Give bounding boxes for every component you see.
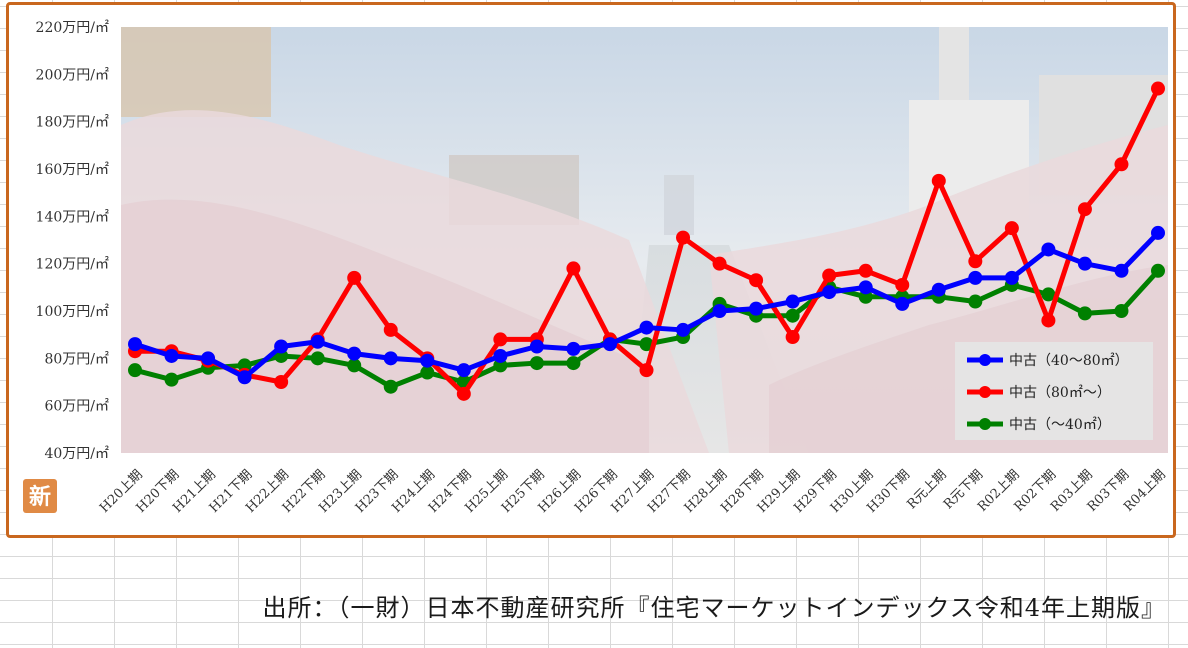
legend-label: 中古（80㎡～） — [1009, 385, 1111, 401]
series-0 — [128, 225, 1165, 385]
data-point — [931, 282, 946, 297]
data-point — [310, 334, 325, 349]
data-point — [347, 270, 362, 285]
data-point — [237, 370, 252, 385]
data-point — [529, 356, 544, 371]
data-point — [602, 337, 617, 352]
data-point — [1041, 287, 1056, 302]
data-point — [420, 365, 435, 380]
x-axis: H20上期H20下期H21上期H21下期H22上期H22下期H23上期H23下期… — [97, 467, 1169, 516]
y-tick-label: 100万円/㎡ — [36, 304, 109, 320]
data-point — [493, 348, 508, 363]
legend-label: 中古（40～80㎡） — [1009, 353, 1129, 369]
data-point — [274, 375, 289, 389]
data-point — [1151, 225, 1165, 240]
y-axis: 220万円/㎡ 200万円/㎡ 180万円/㎡ 160万円/㎡ 140万円/㎡ 120万円… — [36, 20, 109, 462]
data-point — [968, 294, 983, 309]
data-point — [639, 363, 654, 378]
data-point — [895, 296, 910, 311]
data-point — [420, 353, 435, 368]
legend-swatch-marker — [979, 354, 991, 366]
data-point — [1041, 242, 1056, 257]
chart-legend: 中古（40～80㎡） 中古（80㎡～） 中古（～40㎡） — [955, 342, 1153, 440]
y-tick-label: 200万円/㎡ — [36, 67, 109, 83]
new-badge-label: 新 — [29, 484, 51, 510]
data-point — [493, 332, 508, 347]
data-point — [858, 263, 873, 278]
data-point — [822, 268, 837, 283]
y-tick-label: 160万円/㎡ — [36, 162, 109, 178]
data-point — [201, 351, 216, 366]
data-point — [749, 301, 764, 316]
data-point — [310, 351, 325, 366]
data-point — [1151, 263, 1165, 278]
data-point — [566, 356, 581, 371]
data-point — [1151, 81, 1165, 96]
data-point — [164, 348, 179, 363]
data-point — [456, 386, 471, 401]
data-point — [1114, 263, 1129, 278]
data-point — [566, 341, 581, 356]
data-point — [1004, 221, 1019, 236]
data-point — [529, 339, 544, 354]
y-tick-label: 60万円/㎡ — [44, 399, 109, 415]
data-point — [347, 346, 362, 361]
data-point — [383, 351, 398, 366]
source-note: 出所：（一財）日本不動産研究所『住宅マーケットインデックス令和4年上期版』 — [262, 594, 1166, 622]
data-point — [347, 358, 362, 373]
data-point — [1004, 270, 1019, 285]
data-point — [566, 261, 581, 276]
legend-swatch-marker — [979, 386, 991, 398]
data-point — [785, 308, 800, 323]
data-point — [968, 254, 983, 269]
y-tick-label: 140万円/㎡ — [36, 209, 109, 225]
new-badge: 新 — [23, 479, 57, 513]
y-tick-label: 80万円/㎡ — [44, 351, 109, 367]
y-tick-label: 40万円/㎡ — [44, 446, 109, 462]
y-tick-label: 220万円/㎡ — [36, 20, 109, 36]
data-point — [1077, 256, 1092, 271]
data-point — [639, 337, 654, 352]
data-point — [712, 304, 727, 318]
data-point — [1114, 157, 1129, 172]
data-point — [968, 270, 983, 285]
data-point — [676, 322, 691, 337]
x-tick-label: R元上期 — [905, 467, 950, 512]
data-point — [785, 294, 800, 309]
y-tick-label: 120万円/㎡ — [36, 257, 109, 273]
data-point — [274, 339, 289, 354]
data-point — [164, 372, 179, 387]
data-point — [712, 256, 727, 271]
data-point — [1041, 313, 1056, 328]
data-point — [456, 363, 471, 378]
data-point — [785, 330, 800, 345]
data-point — [128, 337, 142, 352]
data-point — [383, 379, 398, 394]
data-point — [931, 173, 946, 188]
data-point — [128, 363, 142, 378]
legend-label: 中古（～40㎡） — [1009, 417, 1111, 433]
series-layer — [128, 81, 1165, 401]
data-point — [858, 280, 873, 295]
legend-swatch-marker — [979, 418, 991, 430]
data-point — [639, 320, 654, 335]
y-tick-label: 180万円/㎡ — [36, 115, 109, 131]
data-point — [1114, 304, 1129, 318]
data-point — [1077, 202, 1092, 217]
data-point — [383, 322, 398, 337]
price-trend-chart: 220万円/㎡ 200万円/㎡ 180万円/㎡ 160万円/㎡ 140万円/㎡ 120万円… — [23, 20, 1169, 516]
data-point — [749, 273, 764, 288]
data-point — [895, 277, 910, 292]
data-point — [822, 285, 837, 300]
data-point — [676, 230, 691, 245]
chart-frame[interactable]: 220万円/㎡ 200万円/㎡ 180万円/㎡ 160万円/㎡ 140万円/㎡ 120万円… — [6, 2, 1176, 538]
data-point — [1077, 306, 1092, 321]
